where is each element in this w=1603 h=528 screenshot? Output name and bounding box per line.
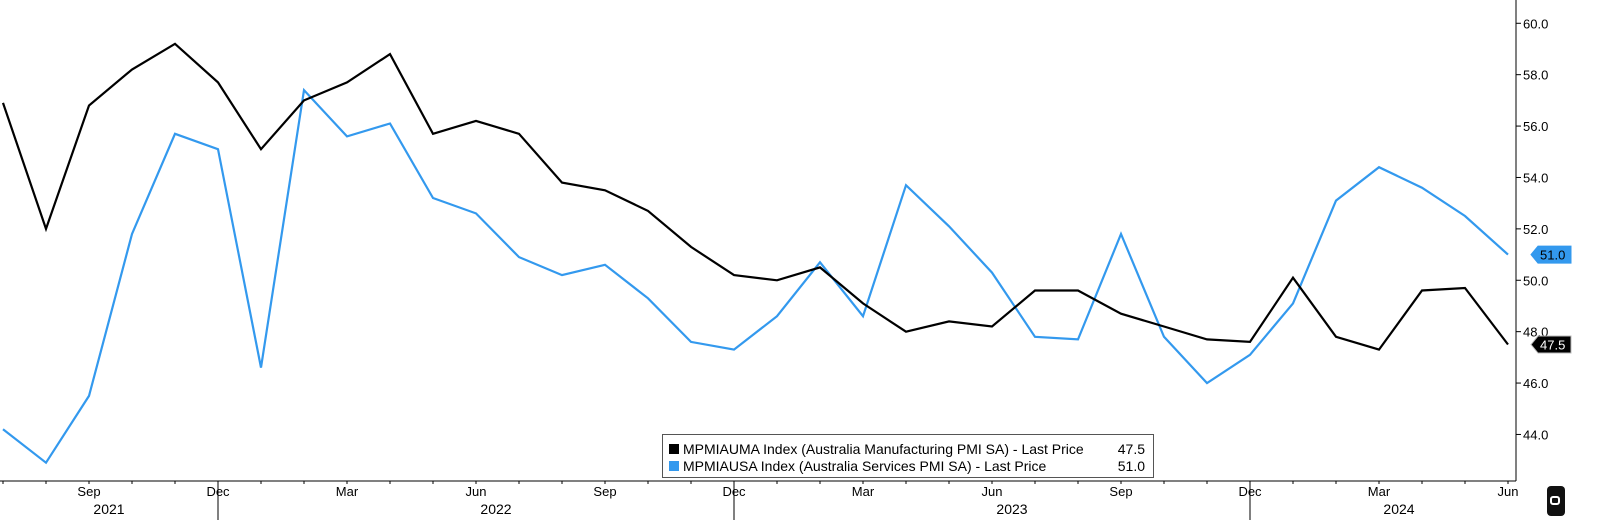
x-tick-label: Mar [336,484,359,499]
last-price-label-services: 51.0 [1540,248,1565,263]
legend-item-manufacturing: MPMIAUMA Index (Australia Manufacturing … [669,440,1153,457]
y-tick-label: 50.0 [1523,273,1548,288]
x-tick-label: Jun [982,484,1003,499]
x-tick-label: Mar [1368,484,1391,499]
x-tick-label: Jun [466,484,487,499]
x-tick-label: Mar [852,484,875,499]
legend-value-manufacturing: 47.5 [1117,440,1145,457]
legend-swatch-services [669,460,679,471]
legend-item-services: MPMIAUSA Index (Australia Services PMI S… [669,457,1153,474]
x-year-label: 2023 [996,501,1027,517]
y-tick-label: 56.0 [1523,119,1548,134]
series-line-manufacturing [1,42,1509,351]
legend-label-services: MPMIAUSA Index (Australia Services PMI S… [683,457,1047,474]
legend-value-services: 51.0 [1117,457,1145,474]
x-tick-label: Sep [1109,484,1132,499]
legend-label-manufacturing: MPMIAUMA Index (Australia Manufacturing … [683,440,1084,457]
y-tick-label: 54.0 [1523,170,1548,185]
plot-lines [1,42,1509,465]
chart-options-button[interactable] [1547,486,1565,516]
y-tick-label: 52.0 [1523,222,1548,237]
legend-swatch-manufacturing [669,443,679,454]
x-year-label: 2024 [1383,501,1414,517]
x-year-label: 2022 [480,501,511,517]
last-price-badge-manufacturing [1530,335,1572,354]
legend: MPMIAUMA Index (Australia Manufacturing … [662,434,1154,478]
series-line-services [2,87,1509,465]
x-year-label: 2021 [93,501,124,517]
y-tick-label: 44.0 [1523,427,1548,442]
last-price-label-manufacturing: 47.5 [1540,338,1565,353]
chart-options-icon [1550,496,1560,505]
last-price-badge-services [1530,245,1572,264]
x-tick-label: Sep [593,484,616,499]
x-tick-label: Sep [77,484,100,499]
y-tick-label: 46.0 [1523,376,1548,391]
legend-spacer [1084,441,1088,457]
y-tick-label: 60.0 [1523,16,1548,31]
last-price-badges: 47.5 51.0 [1530,245,1572,354]
y-tick-label: 58.0 [1523,68,1548,83]
x-tick-label: Jun [1498,484,1519,499]
